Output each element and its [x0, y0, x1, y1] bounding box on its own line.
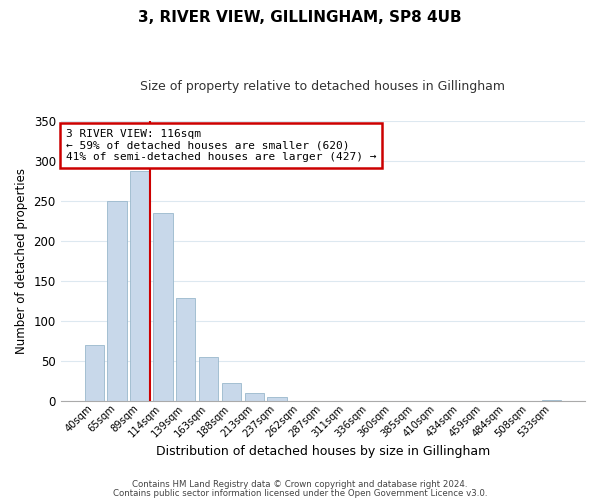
Text: Contains HM Land Registry data © Crown copyright and database right 2024.: Contains HM Land Registry data © Crown c…: [132, 480, 468, 489]
Bar: [130, 171, 149, 400]
Bar: [268, 398, 287, 400]
Bar: [176, 298, 196, 400]
Y-axis label: Number of detached properties: Number of detached properties: [15, 168, 28, 354]
Bar: [221, 383, 241, 400]
Text: 3, RIVER VIEW, GILLINGHAM, SP8 4UB: 3, RIVER VIEW, GILLINGHAM, SP8 4UB: [138, 10, 462, 25]
Text: 3 RIVER VIEW: 116sqm
← 59% of detached houses are smaller (620)
41% of semi-deta: 3 RIVER VIEW: 116sqm ← 59% of detached h…: [66, 129, 376, 162]
Bar: [245, 392, 264, 400]
Bar: [199, 358, 218, 401]
Bar: [85, 344, 104, 401]
X-axis label: Distribution of detached houses by size in Gillingham: Distribution of detached houses by size …: [156, 444, 490, 458]
Title: Size of property relative to detached houses in Gillingham: Size of property relative to detached ho…: [140, 80, 505, 93]
Bar: [107, 200, 127, 400]
Bar: [153, 212, 173, 400]
Text: Contains public sector information licensed under the Open Government Licence v3: Contains public sector information licen…: [113, 488, 487, 498]
